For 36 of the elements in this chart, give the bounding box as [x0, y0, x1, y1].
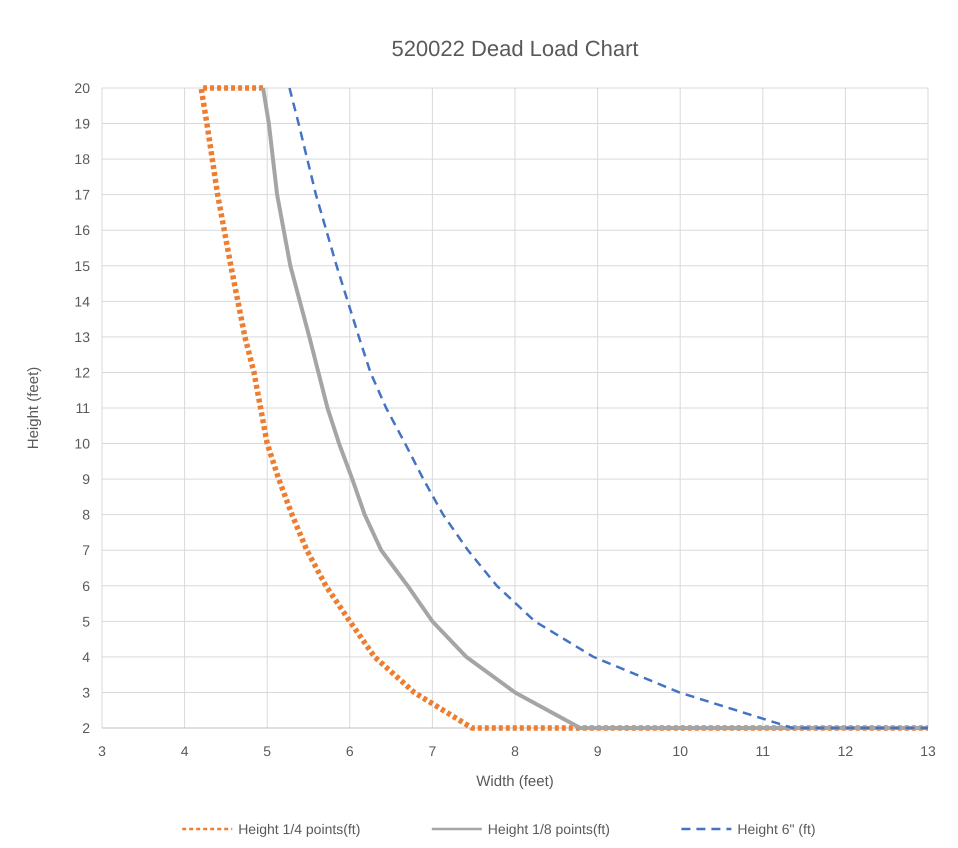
y-tick-label: 8: [82, 506, 90, 523]
y-tick-label: 2: [82, 720, 90, 736]
x-tick-label: 4: [180, 743, 189, 759]
x-tick-label: 10: [672, 743, 688, 759]
y-axis-title: Height (feet): [25, 366, 42, 450]
x-tick-label: 3: [98, 743, 106, 759]
y-tick-label: 13: [74, 328, 90, 345]
y-tick-label: 12: [74, 364, 90, 380]
legend-label: Height 1/8 points(ft): [488, 821, 610, 837]
y-tick-label: 15: [74, 258, 90, 274]
y-tick-label: 20: [74, 80, 90, 96]
x-tick-label: 8: [511, 743, 520, 759]
y-tick-label: 18: [74, 151, 90, 168]
x-tick-label: 11: [756, 743, 770, 759]
x-tick-label: 12: [838, 743, 854, 759]
legend-label: Height 6" (ft): [737, 821, 816, 837]
x-tick-label: 6: [346, 743, 354, 759]
y-tick-label: 17: [74, 186, 90, 203]
chart-title: 520022 Dead Load Chart: [391, 36, 639, 61]
y-tick-label: 9: [82, 471, 90, 488]
y-tick-label: 19: [74, 116, 90, 132]
y-tick-label: 6: [82, 578, 90, 594]
x-axis-title: Width (feet): [476, 773, 554, 790]
y-tick-label: 10: [74, 436, 90, 452]
y-tick-label: 5: [82, 613, 90, 630]
x-tick-label: 13: [920, 743, 936, 759]
y-tick-label: 7: [82, 542, 90, 558]
x-tick-label: 9: [594, 743, 602, 759]
x-tick-label: 7: [428, 743, 436, 759]
y-tick-label: 11: [75, 400, 90, 416]
y-tick-label: 3: [82, 684, 90, 700]
y-tick-label: 4: [82, 648, 90, 665]
y-tick-label: 16: [74, 222, 90, 238]
legend-label: Height 1/4 points(ft): [238, 821, 360, 837]
x-tick-label: 5: [263, 743, 272, 759]
y-tick-label: 14: [74, 293, 90, 310]
